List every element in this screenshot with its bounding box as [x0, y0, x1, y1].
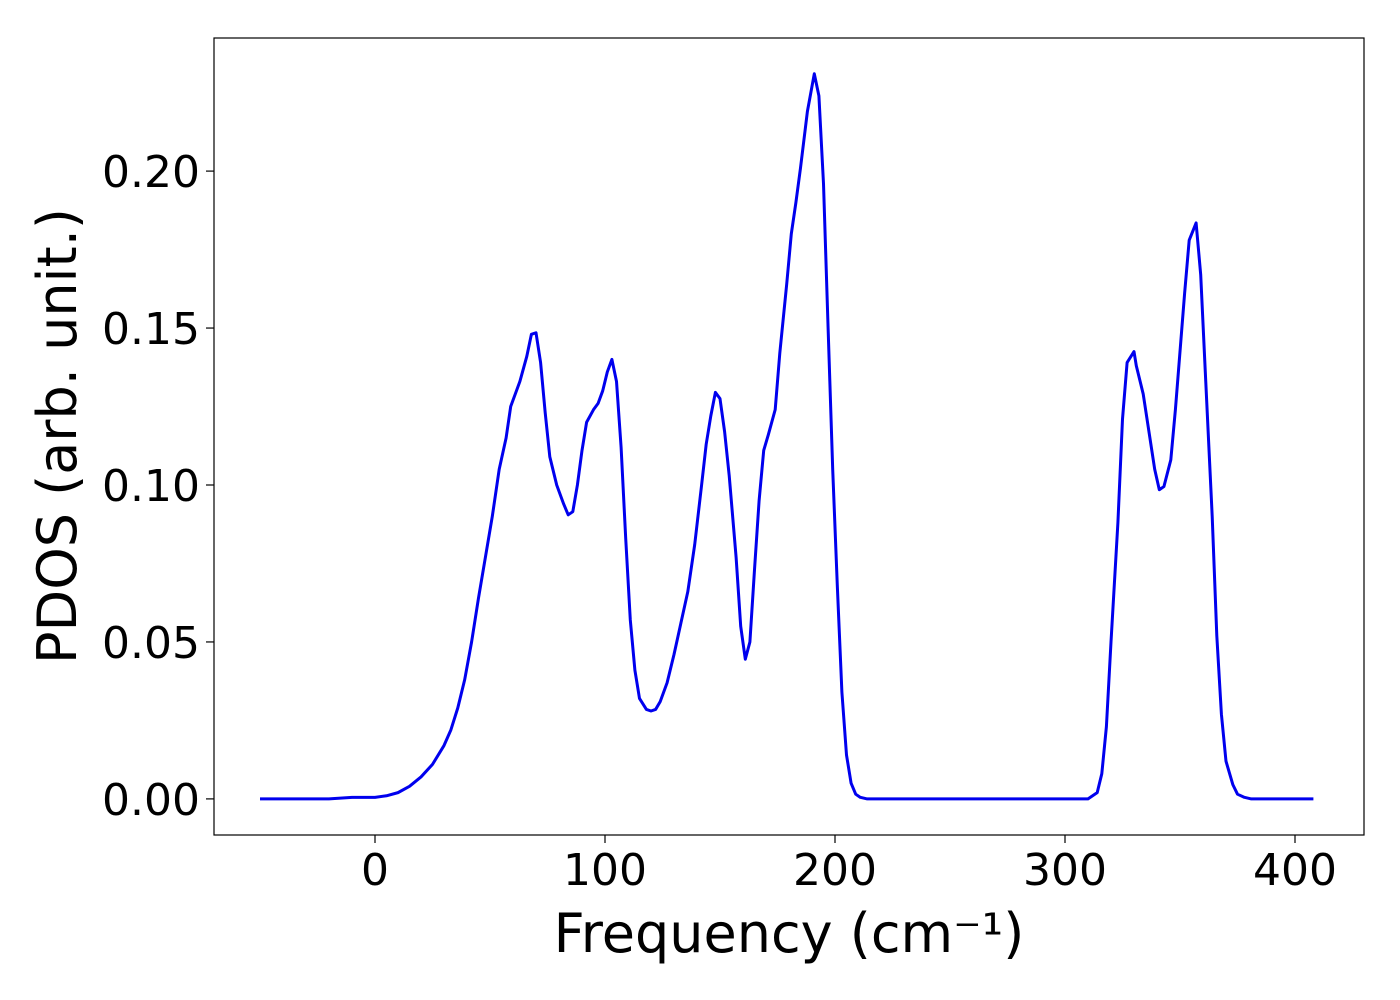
x-tick-label: 100 — [563, 845, 647, 896]
y-tick-label: 0.05 — [102, 618, 200, 669]
x-axis-label: Frequency (cm⁻¹) — [554, 902, 1025, 965]
x-tick-label: 300 — [1023, 845, 1107, 896]
x-tick-label: 0 — [361, 845, 389, 896]
line-series — [260, 72, 1314, 801]
plot-frame — [213, 37, 1365, 836]
y-tick-label: 0.00 — [102, 775, 200, 826]
x-tick-label: 400 — [1253, 845, 1337, 896]
y-tick-label: 0.15 — [102, 304, 200, 355]
y-axis-label: PDOS (arb. unit.) — [26, 208, 89, 664]
x-tick-label: 200 — [793, 845, 877, 896]
y-tick-label: 0.10 — [102, 461, 200, 512]
y-tick-label: 0.20 — [102, 147, 200, 198]
